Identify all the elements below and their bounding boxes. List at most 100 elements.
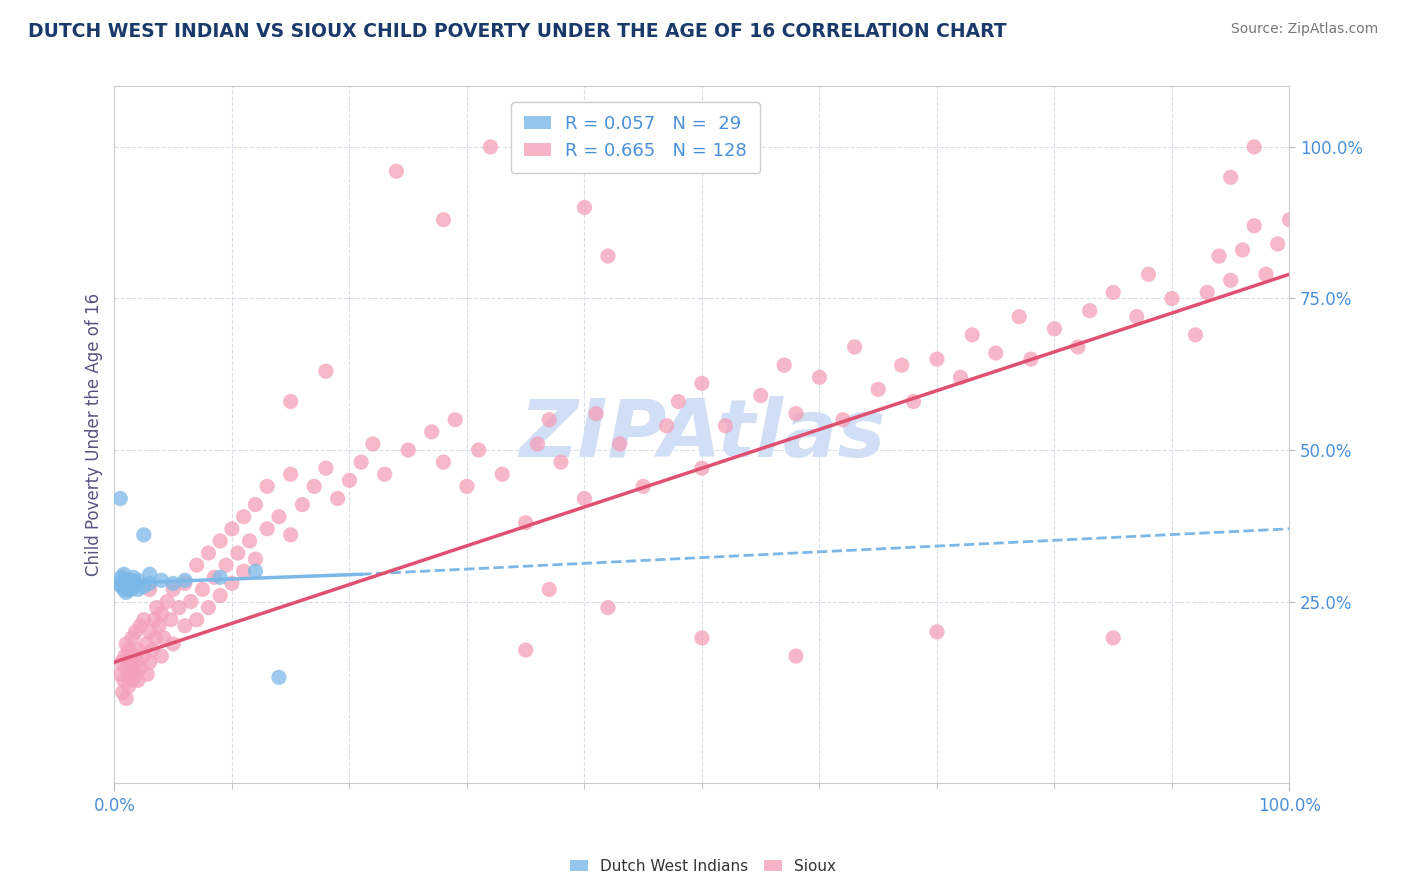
Y-axis label: Child Poverty Under the Age of 16: Child Poverty Under the Age of 16: [86, 293, 103, 576]
Point: [1137, 267, 1160, 281]
Point: [138, 576, 160, 591]
Point: [141, 643, 163, 657]
Point: [136, 667, 159, 681]
Point: [868, 383, 890, 397]
Point: [107, 576, 129, 591]
Point: [115, 637, 138, 651]
Point: [596, 600, 619, 615]
Point: [110, 667, 132, 681]
Point: [690, 376, 713, 391]
Point: [361, 437, 384, 451]
Point: [124, 624, 146, 639]
Point: [120, 582, 142, 597]
Point: [215, 558, 238, 573]
Point: [444, 413, 467, 427]
Point: [125, 655, 148, 669]
Text: DUTCH WEST INDIAN VS SIOUX CHILD POVERTY UNDER THE AGE OF 16 CORRELATION CHART: DUTCH WEST INDIAN VS SIOUX CHILD POVERTY…: [28, 22, 1007, 41]
Point: [690, 461, 713, 475]
Point: [167, 600, 190, 615]
Point: [245, 552, 267, 566]
Point: [326, 491, 349, 506]
Point: [174, 574, 197, 588]
Point: [132, 649, 155, 664]
Point: [238, 533, 260, 548]
Point: [110, 655, 132, 669]
Point: [127, 574, 149, 588]
Point: [1078, 303, 1101, 318]
Point: [124, 649, 146, 664]
Point: [209, 570, 232, 584]
Point: [773, 358, 796, 372]
Point: [115, 585, 138, 599]
Point: [267, 670, 290, 684]
Point: [122, 661, 145, 675]
Point: [138, 624, 160, 639]
Point: [117, 582, 139, 597]
Point: [115, 661, 138, 675]
Point: [550, 455, 572, 469]
Point: [135, 637, 157, 651]
Point: [138, 567, 160, 582]
Point: [832, 413, 855, 427]
Point: [574, 491, 596, 506]
Point: [186, 558, 208, 573]
Point: [124, 667, 146, 681]
Point: [232, 564, 254, 578]
Point: [150, 574, 173, 588]
Point: [127, 673, 149, 688]
Point: [111, 685, 134, 699]
Point: [143, 613, 166, 627]
Point: [150, 607, 173, 621]
Point: [1243, 140, 1265, 154]
Point: [121, 673, 143, 688]
Legend: R = 0.057   N =  29, R = 0.665   N = 128: R = 0.057 N = 29, R = 0.665 N = 128: [512, 103, 759, 173]
Point: [1043, 322, 1066, 336]
Point: [1232, 243, 1254, 257]
Point: [145, 600, 167, 615]
Point: [110, 491, 132, 506]
Point: [515, 516, 537, 530]
Point: [129, 619, 152, 633]
Point: [197, 546, 219, 560]
Point: [115, 691, 138, 706]
Point: [374, 467, 396, 482]
Point: [925, 352, 948, 367]
Point: [267, 509, 290, 524]
Point: [280, 394, 302, 409]
Point: [1184, 327, 1206, 342]
Point: [202, 570, 225, 584]
Point: [315, 461, 337, 475]
Point: [112, 582, 135, 597]
Point: [114, 649, 136, 664]
Point: [479, 140, 502, 154]
Point: [127, 643, 149, 657]
Point: [585, 407, 607, 421]
Point: [132, 528, 155, 542]
Point: [221, 522, 243, 536]
Point: [174, 619, 197, 633]
Point: [112, 567, 135, 582]
Point: [432, 212, 454, 227]
Point: [690, 631, 713, 645]
Point: [596, 249, 619, 263]
Point: [138, 582, 160, 597]
Point: [538, 582, 561, 597]
Point: [515, 643, 537, 657]
Point: [186, 613, 208, 627]
Point: [302, 479, 325, 493]
Point: [808, 370, 831, 384]
Point: [221, 576, 243, 591]
Point: [256, 522, 278, 536]
Point: [844, 340, 866, 354]
Point: [456, 479, 478, 493]
Point: [145, 631, 167, 645]
Point: [291, 498, 314, 512]
Point: [1102, 631, 1125, 645]
Point: [150, 649, 173, 664]
Point: [631, 479, 654, 493]
Point: [714, 418, 737, 433]
Point: [129, 661, 152, 675]
Point: [226, 546, 249, 560]
Point: [191, 582, 214, 597]
Point: [121, 631, 143, 645]
